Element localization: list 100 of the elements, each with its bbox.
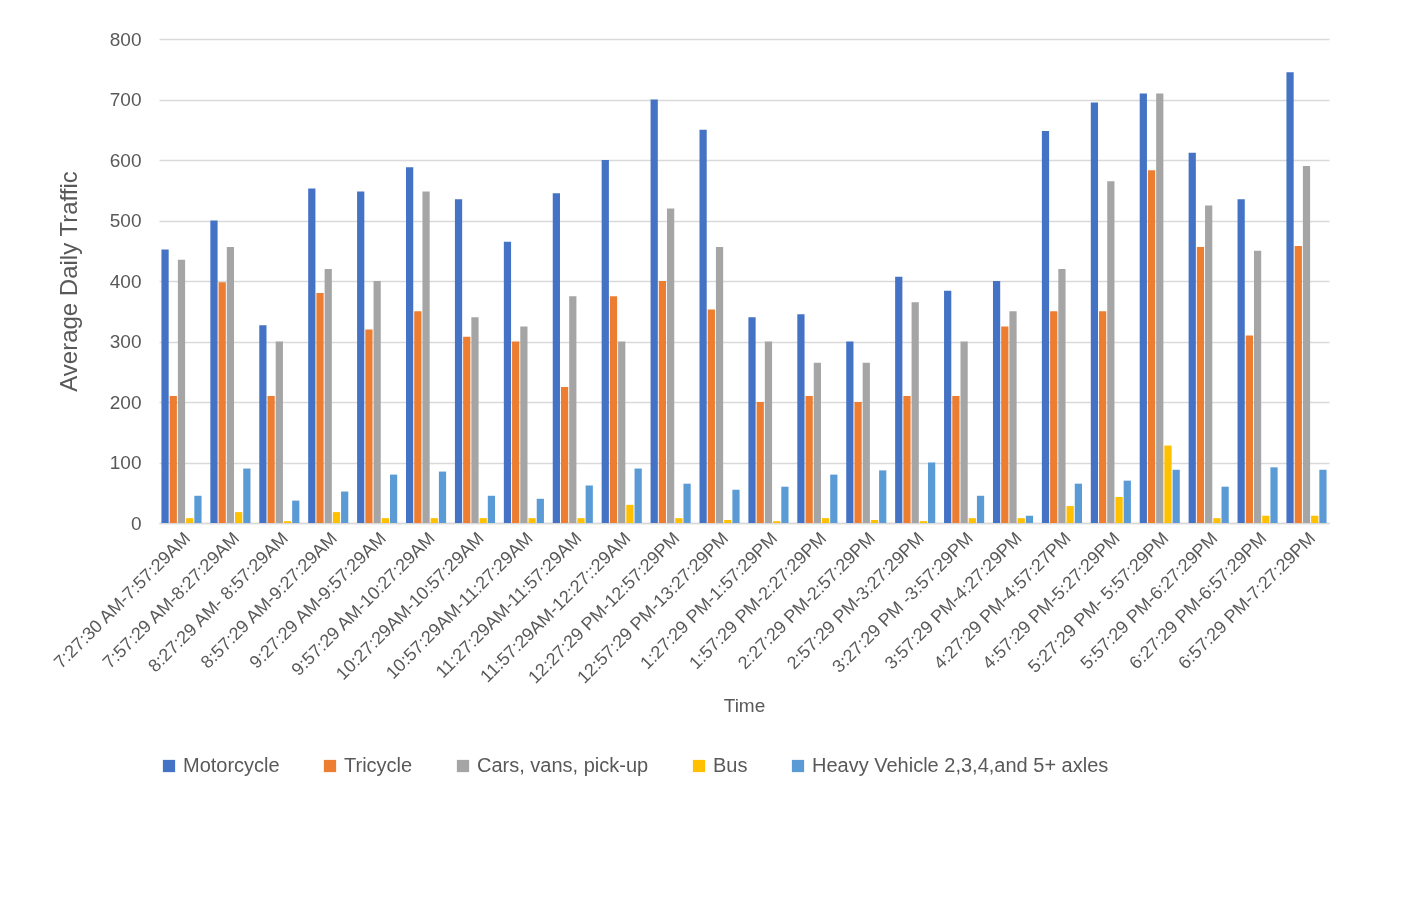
bar [1139,93,1147,523]
bar [267,395,275,523]
bar [528,518,536,523]
bar [552,193,560,523]
bar [748,317,756,523]
bar [1253,250,1262,523]
bar [870,519,879,523]
y-tick-label: 600 [109,149,142,171]
bar [1164,445,1172,523]
y-tick-label: 700 [109,89,142,110]
y-tick-label: 800 [109,28,142,50]
legend-label: Bus [713,754,748,776]
bar [503,241,512,523]
bar [1311,515,1319,523]
x-axis-title: Time [723,695,766,717]
legend-label: Heavy Vehicle 2,3,4,and 5+ axles [812,754,1109,776]
bar [781,486,789,523]
bar [422,191,430,523]
bar [618,341,626,523]
bar [732,489,740,523]
bar [903,395,911,523]
bar [707,309,715,523]
bar [805,395,813,523]
legend-label: Motorcycle [183,754,280,776]
bar [1115,496,1123,523]
bar [911,302,919,523]
bar [259,325,267,523]
bar [675,518,683,523]
bar [243,468,251,523]
legend-label: Cars, vans, pick-up [477,754,649,776]
bar [324,268,332,523]
bar [381,518,389,523]
bar [756,402,764,523]
bar [373,281,381,523]
bar [194,495,202,523]
bar [471,317,479,523]
bar [1172,469,1180,523]
bar [365,329,373,523]
bar [161,249,169,523]
bar [1245,335,1253,523]
bar [976,495,985,523]
bar [813,362,821,523]
bar [569,296,577,523]
bar [1237,199,1245,523]
bar [1050,311,1058,523]
bar [1147,170,1156,523]
bar [357,191,365,523]
bar [1302,166,1311,523]
bar [512,341,520,523]
bar [1188,152,1196,523]
bar [797,314,805,523]
bar [879,470,887,523]
bar [1156,93,1164,523]
bar [1001,326,1009,523]
bar [601,160,609,523]
bar [169,395,177,523]
bar [1066,506,1074,523]
y-tick-label: 500 [109,210,142,231]
bar [634,468,642,523]
bar [389,474,398,523]
bar [438,471,447,523]
bar [1319,469,1327,523]
bar [520,326,528,523]
bar [846,341,854,523]
bar [210,220,218,523]
bar [479,518,487,523]
bar [1294,245,1302,523]
bar [1090,102,1099,523]
bar [715,247,724,523]
bar [1286,72,1294,523]
bar [683,483,691,523]
bar [1025,515,1034,523]
bar [235,512,243,523]
bar [895,276,903,523]
bar [463,336,471,523]
bar [821,518,830,523]
bar [454,199,463,523]
bar [1009,311,1017,523]
bar [560,386,569,523]
bar [226,247,235,523]
bar [177,259,186,523]
bar [699,129,707,523]
bar [1205,205,1213,523]
bar [430,518,438,523]
bar [308,188,316,523]
bar [316,293,324,523]
bar [1123,480,1131,523]
bar [928,462,936,523]
y-tick-label: 100 [109,452,142,473]
bar [830,474,838,523]
bar [275,341,283,523]
bar [764,341,773,523]
legend-label: Tricycle [344,754,413,776]
bar [1099,311,1107,523]
bar [1213,518,1221,523]
bar [536,498,544,523]
bar [992,281,1001,523]
y-axis-title: Average Daily Traffic [54,171,82,392]
bar [609,296,618,523]
bar [292,500,300,523]
